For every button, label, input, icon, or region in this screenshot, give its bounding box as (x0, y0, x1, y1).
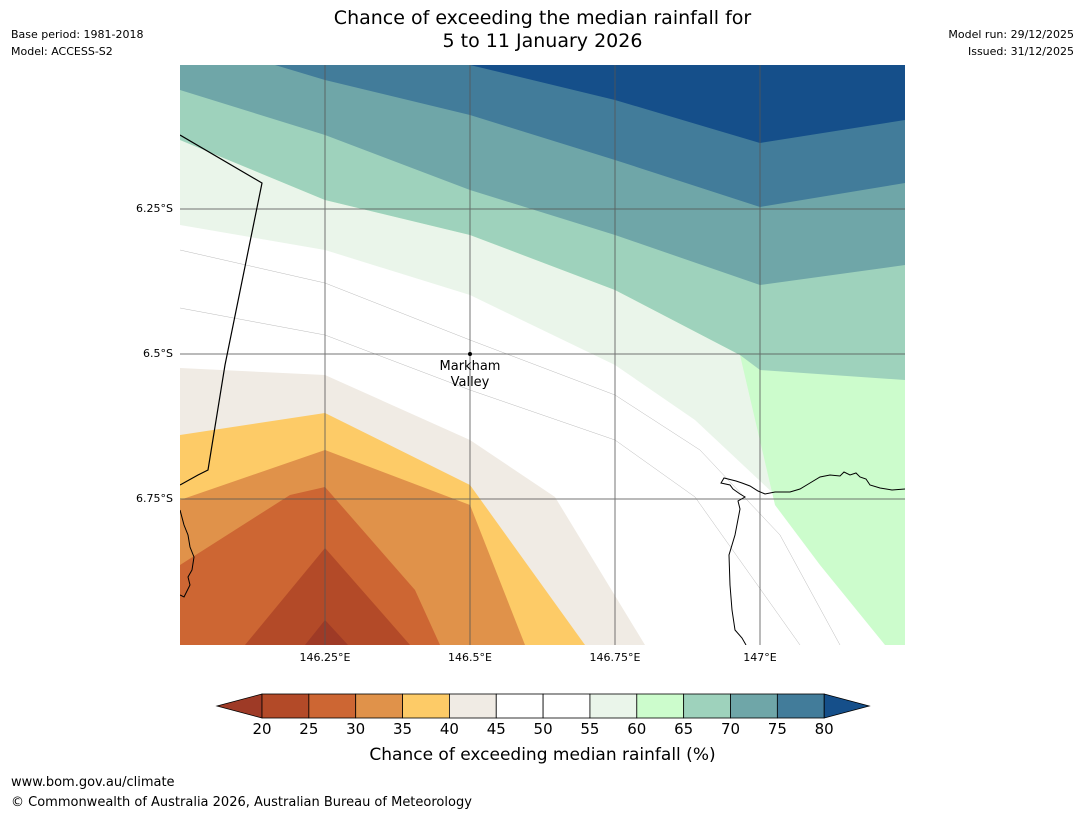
lon-label-147: 147°E (743, 651, 777, 664)
colorbar-tick-label: 35 (393, 720, 413, 738)
band-above-80 (445, 65, 905, 143)
meta-right: Model run: 29/12/2025 Issued: 31/12/2025 (948, 26, 1074, 60)
lat-label-6-75: 6.75°S (136, 492, 173, 505)
colorbar-segment (589, 693, 638, 719)
province-boundary (180, 134, 263, 486)
place-label: Markham Valley (410, 359, 530, 391)
colorbar-extend-high (823, 693, 871, 719)
lon-label-146-75: 146.75°E (589, 651, 641, 664)
lat-label-6-5: 6.5°S (143, 347, 173, 360)
colorbar-segment (402, 693, 450, 719)
meta-left: Base period: 1981-2018 Model: ACCESS-S2 (11, 26, 143, 60)
colorbar-segment (495, 693, 544, 719)
colorbar-segment (636, 693, 685, 719)
colorbar-segment (308, 693, 357, 719)
colorbar (215, 692, 871, 724)
colorbar-segment (542, 693, 591, 719)
model-run: Model run: 29/12/2025 (948, 28, 1074, 41)
colorbar-tick-label: 45 (486, 720, 506, 738)
colorbar-segment (683, 693, 731, 719)
colorbar-tick-label: 75 (767, 720, 787, 738)
footer-copyright: © Commonwealth of Australia 2026, Austra… (11, 795, 472, 810)
map-title: Chance of exceeding the median rainfall … (0, 7, 1085, 53)
lat-label-6-25: 6.25°S (136, 202, 173, 215)
colorbar-segment (261, 693, 310, 719)
base-period: Base period: 1981-2018 (11, 28, 144, 41)
graticule (180, 65, 905, 645)
model-name: Model: ACCESS-S2 (11, 45, 113, 58)
colorbar-segment (730, 693, 778, 719)
colorbar-tick-label: 25 (299, 720, 319, 738)
colorbar-label: Chance of exceeding median rainfall (%) (369, 745, 716, 765)
coastline-west (180, 509, 195, 598)
colorbar-tick-label: 65 (674, 720, 694, 738)
issued-date: Issued: 31/12/2025 (967, 45, 1074, 58)
colorbar-svg (215, 693, 871, 719)
colorbar-tick-label: 40 (439, 720, 459, 738)
lon-label-146-5: 146.5°E (448, 651, 492, 664)
band-below-20 (305, 620, 348, 645)
colorbar-segment (448, 693, 497, 719)
footer-url[interactable]: www.bom.gov.au/climate (11, 775, 175, 790)
title-line-2: 5 to 11 January 2026 (442, 30, 643, 52)
place-line-2: Valley (450, 375, 490, 390)
colorbar-segment (776, 693, 825, 719)
colorbar-tick-label: 20 (252, 720, 272, 738)
map-svg (180, 65, 905, 645)
place-marker (468, 352, 472, 356)
band-20-25 (245, 548, 410, 645)
place-line-1: Markham (439, 359, 501, 374)
title-line-1: Chance of exceeding the median rainfall … (333, 7, 752, 29)
colorbar-tick-label: 70 (720, 720, 741, 738)
lon-label-146-25: 146.25°E (299, 651, 351, 664)
colorbar-extend-low (215, 693, 263, 719)
colorbar-tick-label: 80 (814, 720, 834, 738)
colorbar-tick-label: 55 (580, 720, 600, 738)
colorbar-tick-label: 30 (346, 720, 366, 738)
colorbar-segment (355, 693, 403, 719)
rainfall-map (180, 65, 905, 645)
colorbar-tick-label: 50 (533, 720, 553, 738)
colorbar-tick-label: 60 (627, 720, 647, 738)
coastline-east (720, 471, 905, 645)
contour-line (180, 307, 801, 645)
